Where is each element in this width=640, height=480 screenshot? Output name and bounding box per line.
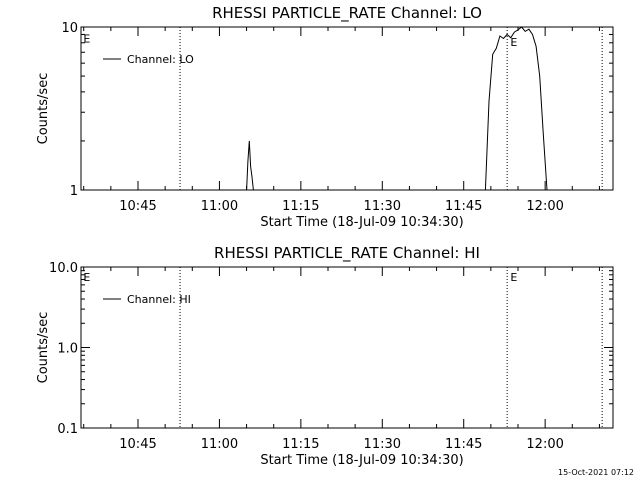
event-marker: E — [83, 271, 90, 284]
legend-label: Channel: HI — [127, 293, 191, 306]
x-tick-label: 11:15 — [282, 437, 319, 452]
y-tick-label: 1 — [70, 184, 78, 199]
plot-frame — [80, 266, 614, 429]
y-tick-label: 1.0 — [57, 342, 78, 357]
y-axis-label: Counts/sec — [36, 73, 51, 145]
panel-hi-chart: RHESSI PARTICLE_RATE Channel: HI 10:45 11:… — [36, 244, 614, 468]
x-tick-label: 11:00 — [201, 199, 238, 214]
x-tick-label: 12:00 — [526, 199, 563, 214]
y-tick-label: 10.0 — [49, 261, 78, 276]
panel-lo-chart: RHESSI PARTICLE_RATE Channel: LO 10:45 11:… — [36, 4, 614, 230]
legend-label: Channel: LO — [127, 53, 194, 66]
x-axis-label: Start Time (18-Jul-09 10:34:30) — [260, 453, 463, 468]
x-tick-label: 11:00 — [201, 437, 238, 452]
x-axis-label: Start Time (18-Jul-09 10:34:30) — [260, 215, 463, 230]
x-tick-label: 11:15 — [282, 199, 319, 214]
event-marker: E — [510, 271, 517, 284]
plot-frame — [80, 26, 614, 191]
x-tick-label: 10:45 — [119, 437, 156, 452]
x-tick-label: 10:45 — [119, 199, 156, 214]
event-marker: E — [510, 36, 517, 49]
x-tick-label: 11:30 — [364, 437, 401, 452]
y-tick-label: 0.1 — [57, 422, 78, 437]
x-tick-label: 11:45 — [445, 437, 482, 452]
y-tick-label: 10 — [61, 21, 78, 36]
series-line — [81, 26, 613, 191]
chart-title: RHESSI PARTICLE_RATE Channel: LO — [212, 4, 482, 23]
x-tick-label: 11:45 — [445, 199, 482, 214]
event-marker: E — [83, 33, 90, 46]
y-axis-label: Counts/sec — [36, 312, 51, 384]
chart-title: RHESSI PARTICLE_RATE Channel: HI — [214, 244, 480, 263]
x-tick-label: 12:00 — [526, 437, 563, 452]
x-tick-label: 11:30 — [364, 199, 401, 214]
footer-date: 15-Oct-2021 07:12 — [558, 468, 634, 477]
